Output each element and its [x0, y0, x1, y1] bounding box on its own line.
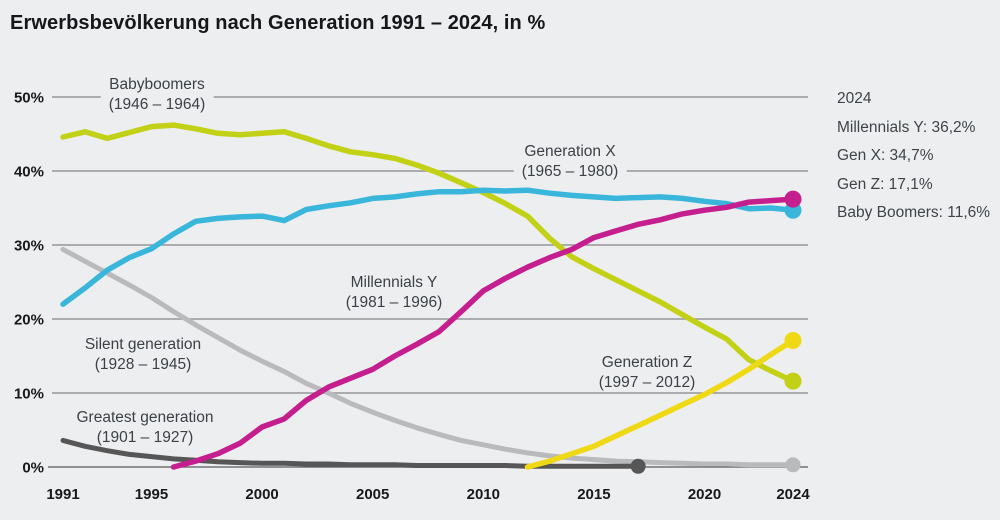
series-label-line: Millennials Y — [350, 274, 438, 291]
series-label-line: Generation X — [524, 143, 616, 160]
series-end-dot-greatest-generation — [630, 458, 646, 474]
y-tick-label: 10% — [14, 385, 44, 402]
series-label-generation-x: Generation X (1965 – 1980) — [513, 142, 627, 182]
series-line-silent-generation — [60, 246, 796, 468]
legend-entry-millennials: Millennials Y: 36,2% — [837, 118, 976, 136]
series-line-babyboomers — [60, 122, 796, 384]
series-line-generation-x — [60, 187, 796, 307]
series-line-millennials-y — [170, 196, 796, 470]
y-tick-label: 50% — [14, 89, 44, 106]
x-tick-label: 2010 — [467, 486, 500, 503]
x-tick-label: 2005 — [356, 486, 389, 503]
y-tick-label: 40% — [14, 163, 44, 180]
x-tick-label: 1995 — [135, 486, 168, 503]
legend-2024-values: 2024 Millennials Y: 36,2% Gen X: 34,7% G… — [837, 85, 990, 228]
series-label-line: Babyboomers — [109, 76, 205, 93]
series-end-dot-silent-generation — [785, 457, 801, 473]
series-label-line: (1901 – 1927) — [96, 429, 194, 446]
x-tick-label: 2015 — [577, 486, 610, 503]
series-line-generation-z — [524, 337, 796, 470]
y-tick-label: 0% — [22, 459, 44, 476]
legend-entry-babyboomers: Baby Boomers: 11,6% — [837, 204, 991, 222]
series-label-generation-z: Generation Z (1997 – 2012) — [599, 353, 696, 393]
legend-title: 2024 — [837, 90, 872, 107]
legend-entry-genz: Gen Z: 17,1% — [837, 175, 933, 193]
series-label-line: (1965 – 1980) — [521, 163, 619, 180]
series-label-line: Silent generation — [84, 336, 202, 353]
x-tick-label: 2024 — [776, 486, 810, 503]
page-title: Erwerbsbevölkerung nach Generation 1991 … — [10, 12, 546, 34]
series-label-line: Generation Z — [601, 354, 693, 371]
x-tick-label: 1991 — [46, 486, 79, 503]
series-label-greatest-generation: Greatest generation (1901 – 1927) — [76, 408, 213, 448]
series-label-babyboomers: Babyboomers (1946 – 1964) — [100, 75, 214, 115]
series-label-line: (1928 – 1945) — [94, 356, 192, 373]
series-label-silent-generation: Silent generation (1928 – 1945) — [85, 335, 201, 375]
series-end-dot-generation-z — [784, 331, 802, 349]
x-tick-label: 2020 — [688, 486, 721, 503]
series-label-line: Greatest generation — [76, 409, 214, 426]
series-label-line: (1946 – 1964) — [108, 96, 206, 113]
series-end-dot-millennials-y — [784, 190, 802, 208]
series-line-greatest-generation — [60, 437, 641, 469]
legend-entry-genx: Gen X: 34,7% — [837, 147, 934, 165]
y-tick-label: 20% — [14, 311, 44, 328]
series-label-line: (1997 – 2012) — [598, 374, 696, 391]
series-end-dot-babyboomers — [784, 372, 802, 390]
series-label-millennials-y: Millennials Y (1981 – 1996) — [346, 273, 443, 313]
y-tick-label: 30% — [14, 237, 44, 254]
series-label-line: (1981 – 1996) — [345, 294, 443, 311]
x-tick-label: 2000 — [245, 486, 278, 503]
